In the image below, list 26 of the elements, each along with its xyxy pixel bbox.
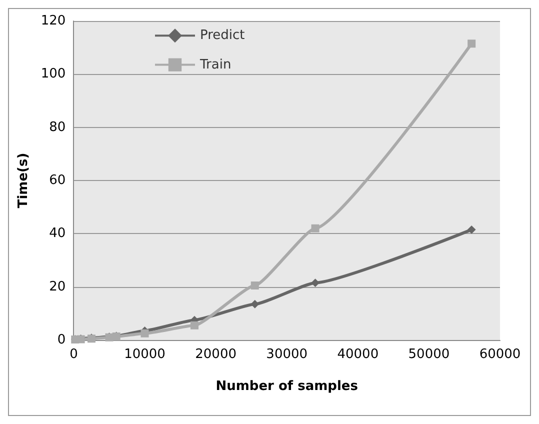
y-axis-title: Time(s) — [16, 152, 31, 208]
point — [190, 321, 198, 330]
x-axis-title: Number of samples — [216, 379, 358, 394]
y-tick-label: 120 — [40, 14, 66, 28]
x-tick-label: 20000 — [195, 347, 236, 362]
x-tick-label: 50000 — [408, 347, 450, 362]
legend-label: Train — [199, 57, 232, 72]
x-tick-label: 60000 — [479, 347, 521, 362]
x-tick-label: 0 — [70, 347, 78, 362]
point — [250, 282, 259, 290]
y-tick-label: 60 — [49, 173, 66, 188]
y-tick-label: 100 — [40, 66, 66, 82]
point — [250, 300, 259, 308]
y-tick-label: 40 — [49, 226, 66, 242]
point — [468, 226, 476, 234]
y-tick-label: 20 — [49, 279, 66, 294]
x-tick-label: 40000 — [337, 347, 379, 362]
y-tick-label: 0 — [57, 332, 66, 348]
point — [140, 329, 149, 338]
x-tick-label: 30000 — [266, 347, 308, 362]
point — [311, 278, 320, 287]
point — [468, 40, 476, 48]
point — [311, 224, 320, 232]
y-tick-label: 80 — [49, 120, 66, 135]
legend-label: Predict — [200, 28, 245, 44]
x-tick-label: 10000 — [124, 347, 166, 362]
